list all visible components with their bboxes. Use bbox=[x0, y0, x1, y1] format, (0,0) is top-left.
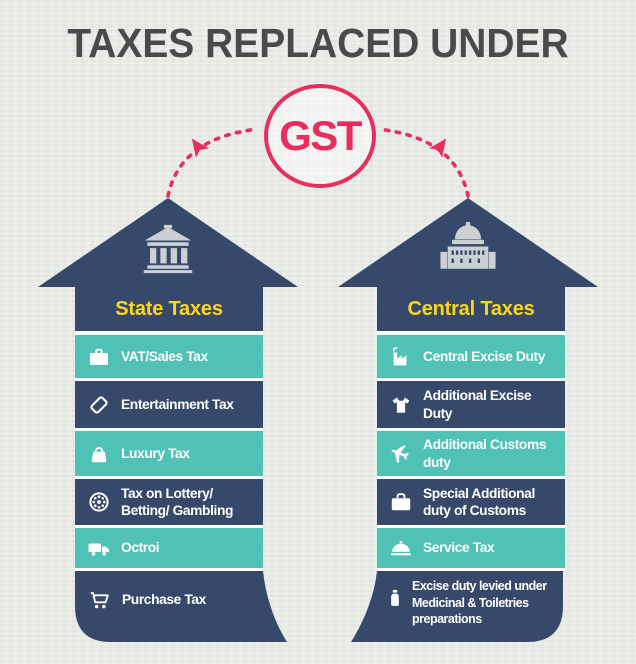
lottery-wheel-icon bbox=[87, 490, 111, 514]
tax-label: Additional Excise Duty bbox=[423, 388, 532, 421]
tax-row: VAT/Sales Tax bbox=[75, 335, 263, 378]
tax-label: Octroi bbox=[121, 540, 160, 556]
truck-icon bbox=[87, 536, 111, 560]
tax-row: Service Tax bbox=[377, 528, 565, 568]
state-taxes-header: State Taxes bbox=[75, 287, 263, 331]
bank-icon bbox=[141, 224, 195, 274]
tax-label: Entertainment Tax bbox=[121, 396, 234, 412]
tax-row: Luxury Tax bbox=[75, 431, 263, 476]
airplane-icon bbox=[389, 442, 413, 466]
shopping-cart-icon bbox=[88, 588, 112, 612]
tax-row: Purchase Tax bbox=[75, 571, 287, 642]
tax-row: Additional Customs duty bbox=[377, 431, 565, 476]
factory-icon bbox=[389, 345, 413, 369]
excise-medicinal-block-shape bbox=[351, 571, 563, 642]
suitcase-icon bbox=[389, 490, 413, 514]
tax-label: Purchase Tax bbox=[122, 592, 206, 608]
dashed-arc-left bbox=[166, 127, 260, 198]
medicine-bottle-icon bbox=[385, 587, 405, 609]
tax-label: VAT/Sales Tax bbox=[121, 348, 208, 364]
gst-label: GST bbox=[279, 112, 362, 159]
tax-label: Additional Customs duty bbox=[423, 437, 547, 470]
arrowhead-right bbox=[429, 138, 447, 158]
cloche-icon bbox=[389, 536, 413, 560]
dashed-arc-right bbox=[376, 127, 470, 198]
tax-label: Service Tax bbox=[423, 540, 495, 556]
central-taxes-header: Central Taxes bbox=[377, 287, 565, 331]
tax-row: Octroi bbox=[75, 528, 263, 568]
arrowhead-left bbox=[191, 138, 209, 158]
tax-row: Special Additional duty of Customs bbox=[377, 479, 565, 525]
tax-row: Entertainment Tax bbox=[75, 381, 263, 428]
tax-label: Luxury Tax bbox=[121, 445, 190, 461]
handbag-icon bbox=[87, 442, 111, 466]
purchase-tax-block-shape bbox=[75, 571, 287, 642]
tax-row: Excise duty levied under Medicinal & Toi… bbox=[351, 571, 563, 642]
briefcase-icon bbox=[87, 345, 111, 369]
page-title: TAXES REPLACED UNDER bbox=[67, 20, 569, 66]
tshirt-icon bbox=[389, 393, 413, 417]
tax-label: Excise duty levied under Medicinal & Toi… bbox=[412, 579, 547, 626]
tax-label: Central Excise Duty bbox=[423, 348, 545, 364]
tax-row: Central Excise Duty bbox=[377, 335, 565, 378]
tax-label: Special Additional duty of Customs bbox=[423, 485, 535, 518]
capitol-icon bbox=[439, 221, 497, 275]
tax-label: Tax on Lottery/ Betting/ Gambling bbox=[121, 485, 234, 518]
ticket-icon bbox=[87, 393, 111, 417]
gst-badge: GST bbox=[264, 84, 376, 188]
tax-row: Tax on Lottery/ Betting/ Gambling bbox=[75, 479, 263, 525]
tax-row: Additional Excise Duty bbox=[377, 381, 565, 428]
